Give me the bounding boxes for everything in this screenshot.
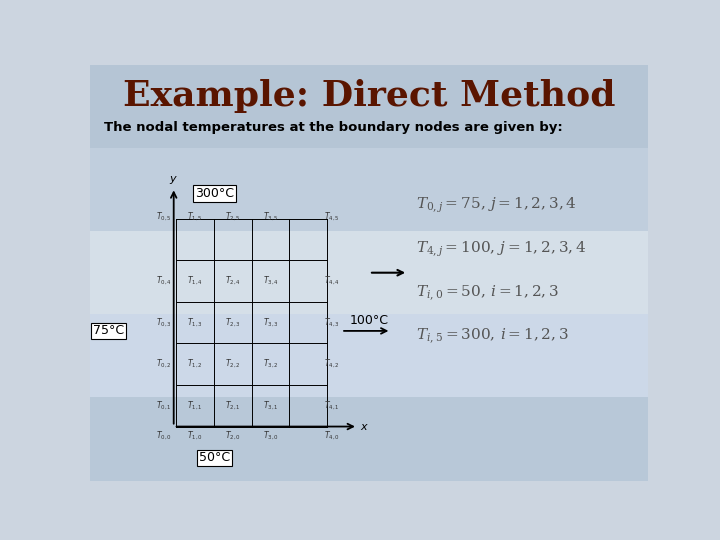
Text: $T_{3,5}$: $T_{3,5}$ <box>263 211 279 222</box>
Text: $T_{2,3}$: $T_{2,3}$ <box>225 316 241 329</box>
Text: $T_{1,4}$: $T_{1,4}$ <box>187 275 203 287</box>
Text: $T_{i,0} = 50,\, i = 1,2,3$: $T_{i,0} = 50,\, i = 1,2,3$ <box>416 283 559 302</box>
Text: $T_{0,5}$: $T_{0,5}$ <box>156 211 172 222</box>
Text: $T_{3,4}$: $T_{3,4}$ <box>263 275 279 287</box>
Text: $T_{3,1}$: $T_{3,1}$ <box>263 400 279 412</box>
Text: $T_{4,1}$: $T_{4,1}$ <box>324 400 339 412</box>
Text: $T_{2,2}$: $T_{2,2}$ <box>225 358 240 370</box>
Text: $T_{3,2}$: $T_{3,2}$ <box>263 358 279 370</box>
Text: $T_{2,1}$: $T_{2,1}$ <box>225 400 240 412</box>
Text: $T_{1,3}$: $T_{1,3}$ <box>187 316 203 329</box>
Text: $T_{4,4}$: $T_{4,4}$ <box>324 275 340 287</box>
Text: $T_{2,4}$: $T_{2,4}$ <box>225 275 241 287</box>
Bar <box>90 314 648 397</box>
Text: $x$: $x$ <box>359 422 369 431</box>
Text: $T_{0,4}$: $T_{0,4}$ <box>156 275 172 287</box>
Text: $T_{3,0}$: $T_{3,0}$ <box>263 429 279 442</box>
Text: $T_{4,3}$: $T_{4,3}$ <box>324 316 340 329</box>
Text: $T_{4,5}$: $T_{4,5}$ <box>324 211 339 222</box>
Bar <box>90 397 648 481</box>
Text: $T_{0,3}$: $T_{0,3}$ <box>156 316 172 329</box>
Text: The nodal temperatures at the boundary nodes are given by:: The nodal temperatures at the boundary n… <box>104 121 563 134</box>
Text: $T_{0,2}$: $T_{0,2}$ <box>156 358 172 370</box>
Text: $T_{0,0}$: $T_{0,0}$ <box>156 429 172 442</box>
Text: $T_{4,0}$: $T_{4,0}$ <box>324 429 340 442</box>
Bar <box>90 65 648 148</box>
Text: $T_{1,2}$: $T_{1,2}$ <box>187 358 203 370</box>
Text: $T_{1,1}$: $T_{1,1}$ <box>187 400 203 412</box>
Text: $T_{i,5} = 300,\, i = 1,2,3$: $T_{i,5} = 300,\, i = 1,2,3$ <box>416 327 570 346</box>
Text: $T_{3,3}$: $T_{3,3}$ <box>263 316 279 329</box>
Text: $T_{4,j} = 100,\, j = 1,2,3,4$: $T_{4,j} = 100,\, j = 1,2,3,4$ <box>416 239 587 259</box>
Text: $T_{0,1}$: $T_{0,1}$ <box>156 400 172 412</box>
Bar <box>90 148 648 231</box>
Text: $T_{2,0}$: $T_{2,0}$ <box>225 429 241 442</box>
Text: $T_{1,0}$: $T_{1,0}$ <box>187 429 203 442</box>
Text: 300°C: 300°C <box>194 187 234 200</box>
Text: 100°C: 100°C <box>349 314 389 327</box>
Text: 75°C: 75°C <box>93 325 124 338</box>
Text: $y$: $y$ <box>169 174 178 186</box>
Text: Example: Direct Method: Example: Direct Method <box>122 79 616 113</box>
Text: $T_{2,5}$: $T_{2,5}$ <box>225 211 240 222</box>
Bar <box>90 231 648 314</box>
Text: $T_{1,5}$: $T_{1,5}$ <box>187 211 203 222</box>
Text: $T_{4,2}$: $T_{4,2}$ <box>324 358 339 370</box>
Text: 50°C: 50°C <box>199 451 230 464</box>
Text: $T_{0,j} = 75,\, j = 1,2,3,4$: $T_{0,j} = 75,\, j = 1,2,3,4$ <box>416 196 577 215</box>
